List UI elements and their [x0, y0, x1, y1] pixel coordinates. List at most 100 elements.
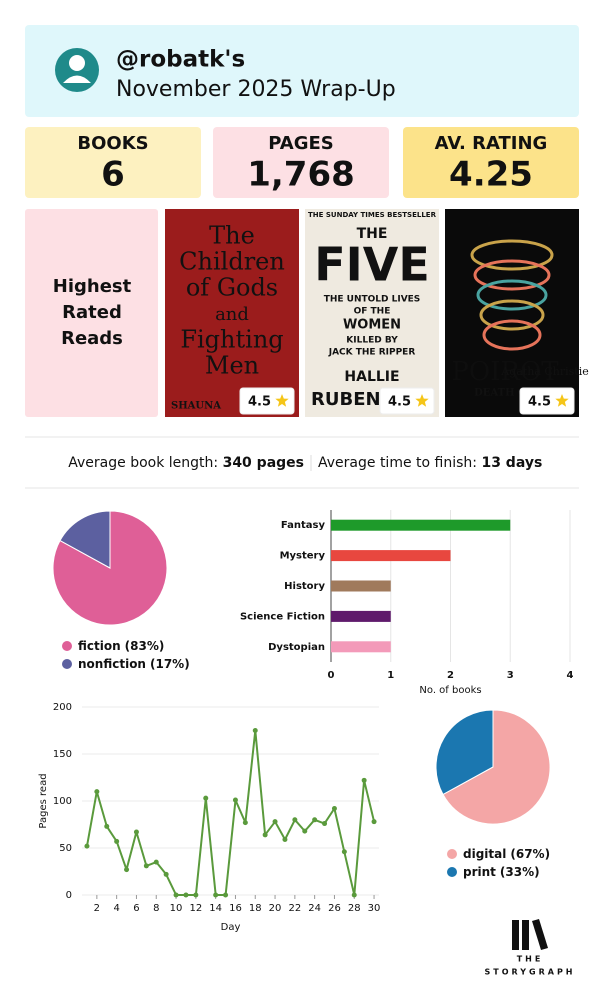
- avatar-head: [69, 55, 85, 71]
- line-point: [84, 843, 90, 849]
- highest-label: Rated: [62, 302, 122, 323]
- line-series: [86, 729, 376, 896]
- rating-badge: [239, 387, 295, 415]
- highest-box: [25, 209, 158, 417]
- avg-time-value: 13 days: [481, 455, 542, 471]
- cover-art: [445, 209, 579, 417]
- x-tick-label: 6: [133, 903, 139, 914]
- avg-time-label: Average time to finish:: [318, 455, 477, 471]
- x-tick-label: 16: [229, 903, 242, 914]
- line-point: [104, 823, 110, 829]
- stat-label: PAGES: [268, 133, 334, 154]
- line-point: [302, 828, 308, 834]
- cover-text: Children: [179, 248, 285, 276]
- x-tick-label: 28: [348, 903, 361, 914]
- line-point: [193, 892, 199, 898]
- avg-time: Average time to finish: 13 days: [318, 455, 542, 471]
- y-tick-label: 200: [53, 702, 72, 713]
- line-point: [173, 892, 179, 898]
- bar: [331, 519, 511, 531]
- x-tick-label: 4: [113, 903, 119, 914]
- cover-art: [305, 209, 439, 417]
- x-tick-label: 3: [507, 670, 514, 681]
- line-point: [341, 849, 347, 855]
- line-point: [242, 820, 248, 826]
- bar: [331, 610, 391, 622]
- pie-slice: [59, 510, 111, 569]
- x-axis-label: Day: [221, 922, 241, 933]
- stat-label: BOOKS: [77, 133, 148, 154]
- line-point: [351, 892, 357, 898]
- y-tick-label: Dystopian: [268, 642, 325, 653]
- line-point: [94, 789, 100, 795]
- pie-slice: [442, 709, 551, 825]
- avg-length: Average book length: 340 pages: [68, 455, 304, 471]
- cover-text: KILLED BY: [346, 336, 398, 346]
- legend-name: print: [463, 865, 496, 879]
- legend-swatch: [447, 849, 457, 859]
- line-point: [232, 797, 238, 803]
- x-tick-label: 4: [567, 670, 574, 681]
- legend-name: fiction: [78, 639, 121, 653]
- stat-box: [403, 127, 579, 198]
- cover-art: [165, 209, 299, 417]
- line-point: [282, 837, 288, 843]
- cover-ornament: [482, 319, 542, 351]
- x-tick-label: 26: [328, 903, 341, 914]
- header-box: [25, 25, 579, 117]
- handle: @robatk's: [116, 47, 245, 73]
- legend-entry: nonfiction (17%): [78, 657, 190, 671]
- avatar-body: [63, 75, 91, 83]
- line-point: [331, 806, 337, 812]
- cover-text: Agatha Christie: [500, 365, 588, 378]
- line-point: [163, 871, 169, 877]
- y-tick-label: Mystery: [280, 551, 326, 562]
- cover-text: Men: [205, 352, 259, 380]
- line-point: [114, 838, 120, 844]
- x-tick-label: 24: [308, 903, 321, 914]
- line-point: [124, 867, 130, 873]
- bar: [331, 550, 451, 562]
- y-axis-label: Pages read: [38, 773, 49, 828]
- rating-badge: [519, 387, 575, 415]
- rating-badge: [379, 387, 435, 415]
- stat-value: 4.25: [449, 155, 533, 195]
- x-tick-label: 12: [189, 903, 202, 914]
- x-axis-label: No. of books: [419, 685, 481, 696]
- cover-text: of Gods: [186, 274, 278, 302]
- cover-text: Fighting: [180, 326, 283, 354]
- y-tick-label: 150: [53, 749, 72, 760]
- line-point: [143, 863, 149, 869]
- x-tick-label: 10: [170, 903, 183, 914]
- legend-value: (83%): [125, 639, 165, 653]
- legend-swatch: [62, 641, 72, 651]
- x-tick-label: 0: [328, 670, 335, 681]
- avg-length-label: Average book length:: [68, 455, 218, 471]
- line-point: [203, 795, 209, 801]
- cover-author: RUBEN: [311, 389, 381, 410]
- cover-text: THE: [357, 226, 388, 242]
- line-point: [133, 829, 139, 835]
- cover-text: HALLIE: [344, 369, 399, 385]
- logo: [512, 919, 548, 950]
- y-tick-label: Fantasy: [281, 520, 326, 531]
- stat-value: 6: [101, 155, 125, 195]
- logo-book: [532, 919, 548, 950]
- rating-star: [555, 394, 569, 407]
- y-tick-label: History: [284, 581, 325, 592]
- cover-ornament: [473, 259, 551, 291]
- cover-text: WOMEN: [343, 318, 401, 333]
- cover-text: POIROT: [451, 357, 559, 387]
- pie-slice: [435, 709, 494, 796]
- rating-value: 4.5: [388, 395, 411, 410]
- x-tick-label: 1: [387, 670, 394, 681]
- line-point: [252, 728, 258, 733]
- cover-text: and: [215, 304, 249, 325]
- highest-label: Highest: [53, 276, 132, 297]
- cover-text: The: [209, 222, 255, 250]
- x-tick-label: 2: [94, 903, 100, 914]
- line-point: [213, 892, 219, 898]
- bar: [331, 641, 391, 653]
